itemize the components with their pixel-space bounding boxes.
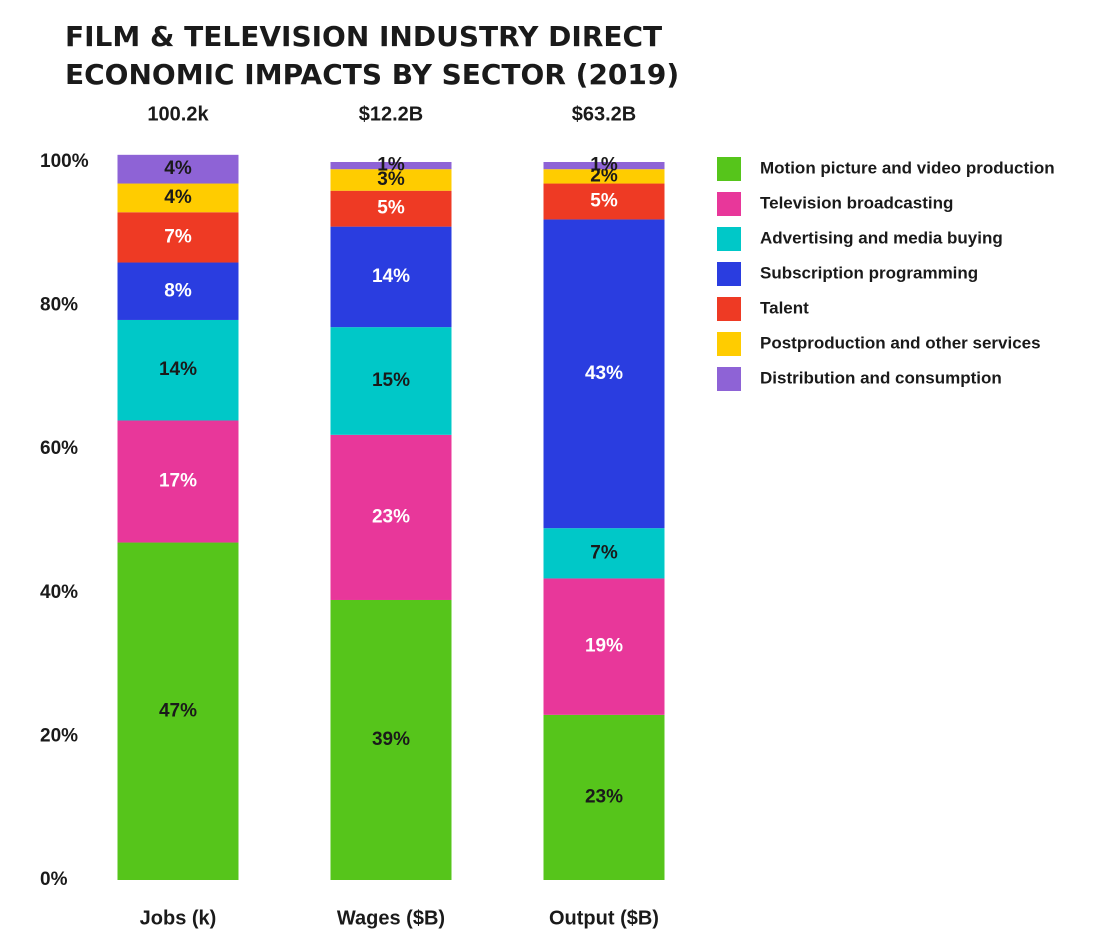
bar-segment <box>117 542 239 880</box>
legend-label: Motion picture and video production <box>760 158 1055 177</box>
bar-segment <box>543 169 665 184</box>
data-label: 15% <box>372 370 410 391</box>
legend-label: Talent <box>760 298 809 317</box>
data-label: 8% <box>164 280 192 301</box>
legend-swatch <box>717 192 741 216</box>
data-label: 14% <box>372 266 410 287</box>
x-tick-label: Wages ($B) <box>337 907 445 929</box>
data-label: 39% <box>372 729 410 750</box>
legend-label: Distribution and consumption <box>760 368 1002 387</box>
column-header: $12.2B <box>359 103 424 125</box>
bar-segment <box>117 183 239 213</box>
column-header: 100.2k <box>147 103 209 125</box>
bar-segment <box>330 434 452 600</box>
bar-segment <box>543 219 665 529</box>
bar-segment <box>117 420 239 543</box>
chart-title: FILM & TELEVISION INDUSTRY DIRECT <box>65 20 662 53</box>
data-label: 4% <box>164 158 192 179</box>
data-label: 5% <box>590 191 618 212</box>
legend-label: Television broadcasting <box>760 193 953 212</box>
data-label: 2% <box>590 165 618 186</box>
x-tick-label: Output ($B) <box>549 907 659 929</box>
data-label: 4% <box>164 187 192 208</box>
data-label: 47% <box>159 700 197 721</box>
legend-swatch <box>717 227 741 251</box>
y-tick-label: 100% <box>40 151 89 172</box>
data-label: 23% <box>372 506 410 527</box>
legend-swatch <box>717 367 741 391</box>
data-label: 1% <box>377 155 405 176</box>
bar-segment <box>543 528 665 579</box>
data-label: 7% <box>164 226 192 247</box>
data-label: 17% <box>159 471 197 492</box>
bar-segment <box>543 714 665 880</box>
bar-segment <box>330 162 452 170</box>
y-tick-label: 80% <box>40 295 78 316</box>
data-label: 43% <box>585 363 623 384</box>
bar-segment <box>330 327 452 435</box>
legend-swatch <box>717 262 741 286</box>
bar-segment <box>330 599 452 880</box>
bar-segment <box>330 226 452 328</box>
bar-segment <box>117 262 239 320</box>
data-label: 1% <box>590 155 618 176</box>
column-header: $63.2B <box>572 103 637 125</box>
y-tick-label: 0% <box>40 869 68 890</box>
x-tick-label: Jobs (k) <box>140 907 217 929</box>
legend-swatch <box>717 157 741 181</box>
data-label: 19% <box>585 636 623 657</box>
data-label: 23% <box>585 786 623 807</box>
bar-segment <box>330 169 452 191</box>
legend-label: Subscription programming <box>760 263 978 282</box>
y-tick-label: 20% <box>40 725 78 746</box>
bar-segment <box>117 212 239 263</box>
bar-segment <box>330 190 452 227</box>
data-label: 3% <box>377 169 405 190</box>
legend-swatch <box>717 297 741 321</box>
bar-segment <box>543 162 665 170</box>
legend-label: Postproduction and other services <box>760 333 1041 352</box>
legend-label: Advertising and media buying <box>760 228 1003 247</box>
bar-segment <box>543 578 665 715</box>
legend-swatch <box>717 332 741 356</box>
y-tick-label: 60% <box>40 438 78 459</box>
bar-segment <box>543 183 665 220</box>
chart-title: ECONOMIC IMPACTS BY SECTOR (2019) <box>65 58 679 91</box>
data-label: 7% <box>590 542 618 563</box>
y-tick-label: 40% <box>40 582 78 603</box>
data-label: 14% <box>159 359 197 380</box>
bar-segment <box>117 319 239 421</box>
data-label: 5% <box>377 198 405 219</box>
bar-segment <box>117 154 239 184</box>
